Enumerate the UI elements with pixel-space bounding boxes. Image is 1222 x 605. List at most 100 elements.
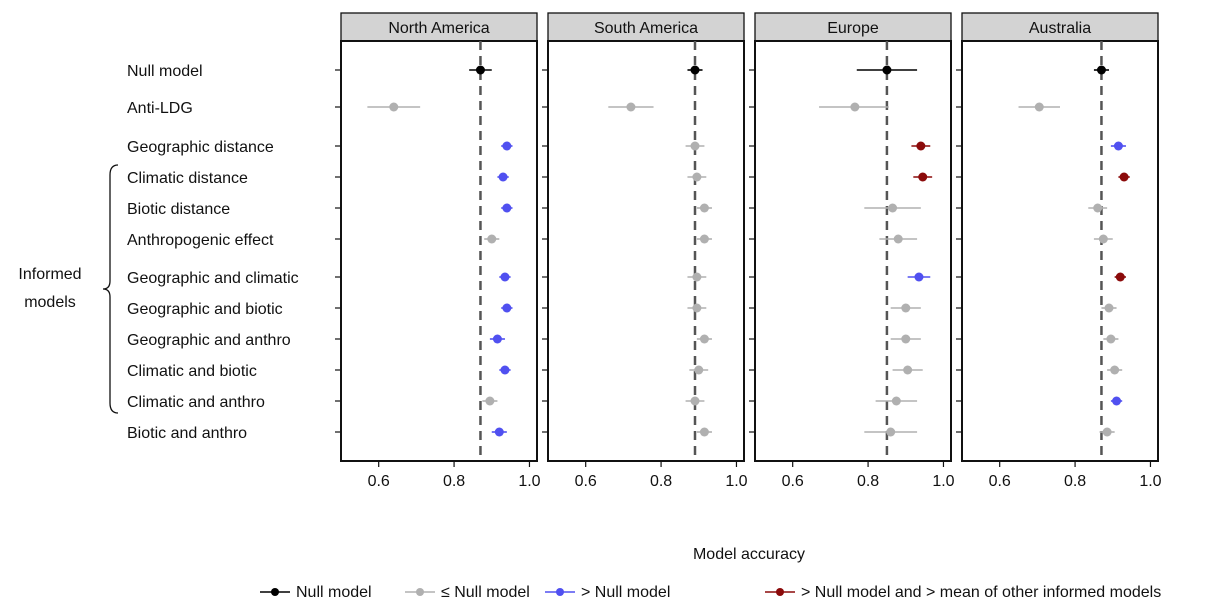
data-point — [1096, 65, 1106, 75]
data-point — [903, 365, 913, 375]
data-point — [692, 272, 702, 282]
x-tick-label: 0.8 — [857, 473, 879, 490]
data-point — [699, 427, 709, 437]
row-label: Geographic distance — [127, 139, 274, 156]
facet-title: Australia — [1029, 20, 1091, 37]
facet-panel: Australia 0.6 0.8 1.0 — [956, 12, 1162, 490]
data-point — [1115, 272, 1125, 282]
legend-item: ≤ Null model — [405, 584, 530, 601]
data-point — [1113, 141, 1123, 151]
facet-title: North America — [388, 20, 489, 37]
row-label: Anti-LDG — [127, 100, 193, 117]
data-point — [850, 102, 860, 112]
panel-frame — [961, 40, 1159, 462]
facet-panel: Europe 0.6 0.8 1.0 — [749, 12, 955, 490]
data-point — [1112, 396, 1122, 406]
data-point — [494, 427, 504, 437]
row-label: Climatic and biotic — [127, 363, 257, 380]
data-point — [485, 396, 495, 406]
row-label: Null model — [127, 63, 203, 80]
legend: Null model ≤ Null model > Null model > Null… — [260, 584, 1161, 601]
facet-panel: South America 0.6 0.8 1.0 — [542, 12, 748, 490]
data-point — [699, 203, 709, 213]
legend-swatch-dot — [271, 588, 279, 596]
facet-strip — [547, 12, 745, 42]
row-label: Climatic distance — [127, 170, 248, 187]
data-point — [502, 303, 512, 313]
row-label: Geographic and biotic — [127, 301, 283, 318]
row-labels: Null model Anti-LDG Geographic distance Cli… — [127, 63, 299, 442]
data-point — [492, 334, 502, 344]
data-point — [901, 334, 911, 344]
legend-item: Null model — [260, 584, 372, 601]
data-point — [699, 334, 709, 344]
row-label: Biotic and anthro — [127, 425, 247, 442]
data-point — [699, 234, 709, 244]
x-tick-label: 0.6 — [575, 473, 597, 490]
data-point — [1098, 234, 1108, 244]
legend-item: > Null model and > mean of other informe… — [765, 584, 1161, 601]
data-point — [886, 427, 896, 437]
data-point — [1093, 203, 1103, 213]
data-point — [690, 141, 700, 151]
data-point — [487, 234, 497, 244]
x-axis-label: Model accuracy — [693, 546, 805, 563]
row-label: Geographic and anthro — [127, 332, 291, 349]
bracket-curve — [102, 164, 119, 414]
legend-label: ≤ Null model — [441, 584, 530, 601]
data-point — [500, 272, 510, 282]
data-point — [891, 396, 901, 406]
data-point — [888, 203, 898, 213]
facet-panels: North America 0.6 0.8 1.0 South America 0.6 0.… — [335, 12, 1162, 490]
x-tick-label: 1.0 — [518, 473, 540, 490]
facet-title: Europe — [827, 20, 879, 37]
data-point — [882, 65, 892, 75]
data-point — [502, 203, 512, 213]
data-point — [914, 272, 924, 282]
data-point — [1034, 102, 1044, 112]
row-label: Geographic and climatic — [127, 270, 299, 287]
data-point — [901, 303, 911, 313]
x-tick-label: 0.8 — [1064, 473, 1086, 490]
x-tick-label: 0.6 — [782, 473, 804, 490]
data-point — [1110, 365, 1120, 375]
x-tick-label: 0.8 — [650, 473, 672, 490]
data-point — [692, 303, 702, 313]
data-point — [1104, 303, 1114, 313]
data-point — [690, 65, 700, 75]
data-point — [692, 172, 702, 182]
data-point — [475, 65, 485, 75]
legend-label: Null model — [296, 584, 372, 601]
x-tick-label: 1.0 — [725, 473, 747, 490]
x-tick-label: 1.0 — [932, 473, 954, 490]
facet-strip — [340, 12, 538, 42]
data-point — [1106, 334, 1116, 344]
row-label: Climatic and anthro — [127, 394, 265, 411]
legend-label: > Null model and > mean of other informe… — [801, 584, 1161, 601]
row-label: Anthropogenic effect — [127, 232, 274, 249]
legend-swatch-dot — [556, 588, 564, 596]
legend-label: > Null model — [581, 584, 670, 601]
legend-item: > Null model — [545, 584, 670, 601]
x-tick-label: 0.6 — [989, 473, 1011, 490]
data-point — [690, 396, 700, 406]
group-label: Informed — [18, 266, 81, 283]
facet-strip — [961, 12, 1159, 42]
informed-models-bracket: Informed models — [18, 164, 119, 414]
data-point — [918, 172, 928, 182]
row-label: Biotic distance — [127, 201, 230, 218]
data-point — [1102, 427, 1112, 437]
legend-swatch-dot — [776, 588, 784, 596]
data-point — [500, 365, 510, 375]
x-tick-label: 0.6 — [368, 473, 390, 490]
data-point — [498, 172, 508, 182]
data-point — [389, 102, 399, 112]
data-point — [893, 234, 903, 244]
legend-swatch-dot — [416, 588, 424, 596]
panel-frame — [547, 40, 745, 462]
data-point — [502, 141, 512, 151]
panel-frame — [340, 40, 538, 462]
x-tick-label: 1.0 — [1139, 473, 1161, 490]
data-point — [626, 102, 636, 112]
